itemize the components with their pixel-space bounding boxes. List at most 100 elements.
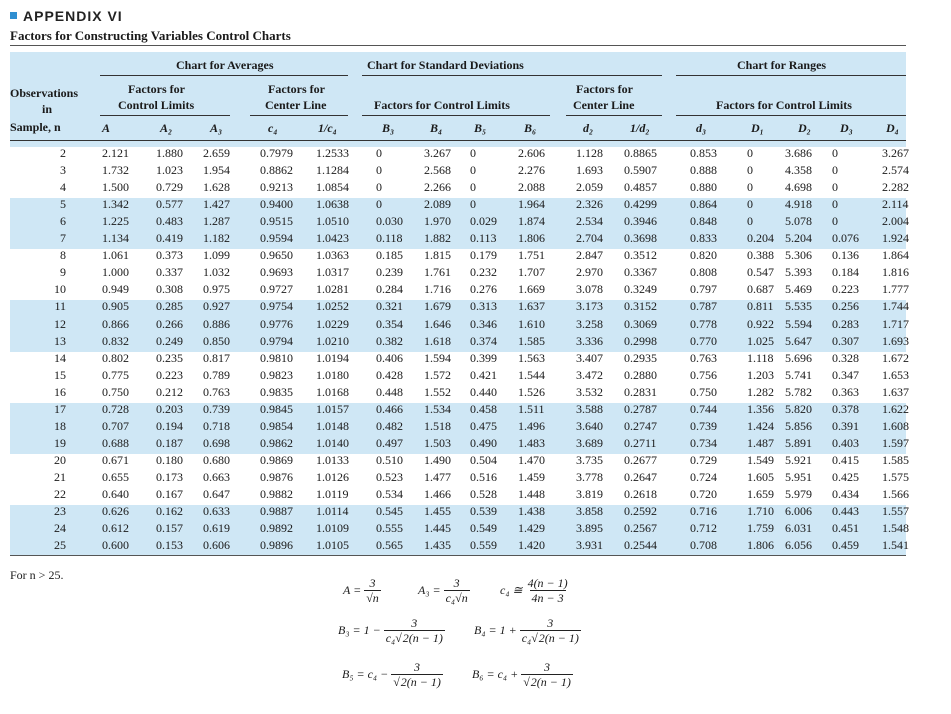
table-cell: 0.7979 <box>260 146 293 160</box>
sample-size-cell: 23 <box>54 504 66 519</box>
table-cell: 0.030 <box>376 214 403 229</box>
table-cell: 1.710 <box>747 504 774 519</box>
table-cell: 0 <box>747 197 753 212</box>
table-cell: 0.687 <box>747 282 774 297</box>
table-cell: 0.949 <box>102 282 129 297</box>
table-cell: 5.306 <box>785 248 812 263</box>
table-cell: 0.185 <box>376 248 403 263</box>
table-cell: 0.797 <box>690 282 717 297</box>
table-cell: 0.3946 <box>624 214 657 229</box>
table-cell: 1.0157 <box>316 401 349 416</box>
obs-header-2: in <box>42 102 53 116</box>
column-header: D₁ <box>751 121 764 135</box>
table-cell: 1.282 <box>747 384 774 399</box>
table-cell: 4.698 <box>785 180 812 195</box>
formula-b4: B₄ = 1 + 3 c₄√2(n − 1) <box>474 616 581 645</box>
table-cell: 1.806 <box>747 538 774 553</box>
table-cell: 2.659 <box>203 146 230 160</box>
table-cell: 1.182 <box>203 231 230 246</box>
table-cell: 0.425 <box>832 469 859 484</box>
table-cell: 0.203 <box>156 401 183 416</box>
table-cell: 0.482 <box>376 418 403 433</box>
column-header: D₃ <box>840 121 853 135</box>
table-cell: 0.708 <box>690 538 717 553</box>
table-cell: 1.0180 <box>316 367 349 382</box>
table-cell: 0 <box>747 146 753 160</box>
table-cell: 1.732 <box>102 163 129 178</box>
table-cell: 1.0363 <box>316 248 349 263</box>
table-cell: 5.951 <box>785 469 812 484</box>
table-cell: 0.9727 <box>260 282 293 297</box>
table-cell: 1.342 <box>102 197 129 212</box>
table-cell: 0.2592 <box>624 504 657 519</box>
table-cell: 1.0210 <box>316 333 349 348</box>
table-cell: 0.283 <box>832 316 859 331</box>
table-cell: 0.428 <box>376 367 403 382</box>
table-cell: 3.858 <box>576 504 603 519</box>
table-cell: 0.539 <box>470 504 497 519</box>
table-cell: 1.356 <box>747 401 774 416</box>
table-cell: 0.750 <box>102 384 129 399</box>
table-cell: 3.689 <box>576 435 603 450</box>
table-cell: 3.267 <box>882 146 909 160</box>
table-cell: 0.775 <box>102 367 129 382</box>
table-cell: 1.585 <box>518 333 545 348</box>
table-cell: 2.121 <box>102 146 129 160</box>
table-cell: 1.572 <box>424 367 451 382</box>
table-cell: 2.282 <box>882 180 909 195</box>
table-cell: 0.167 <box>156 487 183 501</box>
table-cell: 0.187 <box>156 435 183 450</box>
table-cell: 0.9845 <box>260 401 293 416</box>
table-cell: 0.9650 <box>260 248 293 263</box>
table-cell: 0.3249 <box>624 282 657 297</box>
table-cell: 1.0423 <box>316 231 349 246</box>
sample-size-cell: 9 <box>60 265 66 280</box>
column-header: c₄ <box>268 121 278 135</box>
header-bottom-rule <box>10 140 906 141</box>
table-cell: 0.399 <box>470 350 497 365</box>
table-cell: 0.2787 <box>624 401 657 416</box>
table-cell: 3.735 <box>576 452 603 467</box>
table-cell: 1.477 <box>424 469 451 484</box>
table-cell: 0.285 <box>156 299 183 314</box>
table-cell: 0.640 <box>102 487 129 501</box>
table-cell: 1.2533 <box>316 146 349 160</box>
table-cell: 0.419 <box>156 231 183 246</box>
table-cell: 1.622 <box>882 401 909 416</box>
table-cell: 0.076 <box>832 231 859 246</box>
table-cell: 0.378 <box>832 401 859 416</box>
table-cell: 0.3367 <box>624 265 657 280</box>
table-cell: 2.114 <box>882 197 909 212</box>
table-cell: 1.496 <box>518 418 545 433</box>
table-cell: 1.0105 <box>316 538 349 553</box>
square-bullet-icon <box>10 12 17 19</box>
table-cell: 0.308 <box>156 282 183 297</box>
column-header: A <box>102 121 111 135</box>
chart-ranges-header: Chart for Ranges <box>737 58 827 72</box>
table-cell: 1.716 <box>424 282 451 297</box>
table-cell: 0 <box>470 146 476 160</box>
table-cell: 1.459 <box>518 469 545 484</box>
table-cell: 0 <box>376 146 382 160</box>
table-cell: 0.406 <box>376 350 403 365</box>
table-cell: 0.2544 <box>624 538 657 553</box>
table-cell: 1.672 <box>882 350 909 365</box>
table-cell: 1.744 <box>882 299 909 314</box>
table-cell: 1.548 <box>882 521 909 536</box>
table-cell: 0.2998 <box>624 333 657 348</box>
table-cell: 5.535 <box>785 299 812 314</box>
table-cell: 0.391 <box>832 418 859 433</box>
table-cell: 0.113 <box>470 231 497 246</box>
table-cell: 6.031 <box>785 521 812 536</box>
formula-b6: B₆ = c₄ + 3 √2(n − 1) <box>472 660 573 689</box>
table-cell: 1.099 <box>203 248 230 263</box>
table-cell: 0.9776 <box>260 316 293 331</box>
obs-header-3: Sample, n <box>10 120 61 134</box>
table-cell: 1.605 <box>747 469 774 484</box>
table-cell: 0.763 <box>690 350 717 365</box>
table-cell: 1.424 <box>747 418 774 433</box>
table-cell: 0.9754 <box>260 299 293 314</box>
table-cell: 0.787 <box>690 299 717 314</box>
table-cell: 0.886 <box>203 316 230 331</box>
table-cell: 0.223 <box>156 367 183 382</box>
